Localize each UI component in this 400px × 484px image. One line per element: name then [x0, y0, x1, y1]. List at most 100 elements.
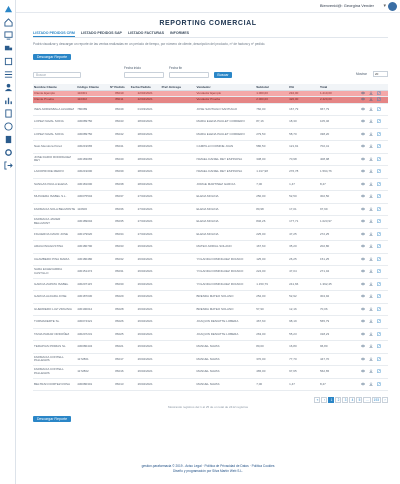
download-icon[interactable] [369, 282, 373, 286]
building-icon[interactable] [3, 134, 13, 144]
download-icon[interactable] [369, 357, 373, 361]
settings-icon[interactable] [3, 147, 13, 157]
search-button[interactable]: Buscar [214, 72, 232, 78]
page-button[interactable]: 2 [335, 397, 342, 403]
edit-icon[interactable] [377, 331, 381, 336]
table-row[interactable]: ARAGONIAGUSTINA 430180790 86033 26/02/2021 M… [33, 240, 388, 254]
table-row[interactable]: LADOPRODE MEDIVI 430219000 86039 28/02/2021… [33, 165, 388, 179]
download-icon[interactable] [369, 344, 373, 348]
download-icon[interactable] [369, 144, 373, 148]
view-icon[interactable] [361, 257, 365, 261]
download-icon[interactable] [369, 294, 373, 298]
edit-icon[interactable] [377, 181, 381, 186]
table-row[interactable]: GUERRERO LUZ VIRGINIA 430190012 86028 26/02… [33, 303, 388, 317]
edit-icon[interactable] [377, 356, 381, 361]
page-button[interactable]: 3 [342, 397, 349, 403]
column-header[interactable]: Subtotal [255, 84, 289, 91]
download-icon[interactable] [369, 232, 373, 236]
download-icon[interactable] [369, 332, 373, 336]
user-name[interactable]: Bienvenid@: Georgina Vender [319, 3, 374, 8]
column-header[interactable]: Total [319, 84, 352, 91]
view-icon[interactable] [361, 91, 365, 95]
search-input[interactable]: Buscar [33, 72, 81, 78]
download-icon[interactable] [369, 90, 373, 95]
edit-icon[interactable] [377, 319, 381, 323]
column-header[interactable]: Fecha Pedido [129, 84, 161, 91]
table-row[interactable]: FARMACIA CONTELL PALLEGRS 1172802 86016 26/… [33, 365, 388, 379]
clipboard-icon[interactable] [3, 108, 13, 118]
edit-icon[interactable] [377, 344, 381, 348]
page-button[interactable]: ‹ [321, 397, 328, 403]
column-header[interactable]: Nº Pedido [109, 84, 130, 91]
view-icon[interactable] [361, 307, 365, 311]
view-icon[interactable] [361, 269, 365, 273]
view-icon[interactable] [361, 244, 365, 248]
tab-listado-pedidos-sap[interactable]: LISTADO PEDIDOS SAP [80, 31, 122, 35]
logo-icon[interactable] [3, 4, 13, 14]
download-icon[interactable] [369, 182, 373, 186]
chevron-down-icon[interactable]: ▾ [383, 3, 386, 9]
edit-icon[interactable] [377, 369, 381, 373]
table-row[interactable]: JOSE DARIO RODRIGUEZ REY 430183065 86040 28… [33, 153, 388, 167]
edit-icon[interactable] [377, 156, 381, 161]
view-icon[interactable] [361, 169, 365, 173]
view-icon[interactable] [361, 357, 365, 361]
download-icon[interactable] [369, 157, 373, 161]
download-icon[interactable] [369, 119, 373, 123]
edit-icon[interactable] [377, 244, 381, 248]
table-row[interactable]: TANIA PARAR ORDOÑEZ 430207231 86025 26/02/2… [33, 328, 388, 342]
edit-icon[interactable] [377, 381, 381, 386]
truck-icon[interactable] [3, 43, 13, 53]
view-icon[interactable] [361, 382, 365, 386]
edit-icon[interactable] [377, 131, 381, 136]
page-button[interactable]: « [314, 397, 321, 403]
chart-icon[interactable] [3, 95, 13, 105]
view-icon[interactable] [361, 194, 365, 198]
view-icon[interactable] [361, 207, 365, 211]
view-icon[interactable] [361, 132, 365, 136]
monitor-icon[interactable] [3, 30, 13, 40]
table-row[interactable]: SARA ECHEVARRIA CASTILLO 430151474 86031 26… [33, 265, 388, 279]
tab-informes[interactable]: INFORMES [170, 31, 189, 35]
table-row[interactable]: TURMADERTE SL 430074321 86026 26/02/2021 JOA… [33, 315, 388, 329]
table-row[interactable]: TERAPIAS PRIMAS SL 430080434 86021 26/02/20… [33, 340, 388, 354]
edit-icon[interactable] [377, 119, 381, 123]
table-row[interactable]: GARCIA ALDARA JOSE 430187030 86029 26/02/20… [33, 290, 388, 304]
edit-icon[interactable] [377, 90, 381, 95]
download-icon[interactable] [369, 97, 373, 101]
view-icon[interactable] [361, 319, 365, 323]
tab-listado-pedidos-crm[interactable]: LISTADO PEDIDOS CRM [33, 31, 75, 37]
user-icon[interactable] [3, 82, 13, 92]
download-icon[interactable] [369, 269, 373, 273]
edit-icon[interactable] [377, 169, 381, 173]
table-row[interactable]: LOPEZ NAVAL SOFIA 430089750 86043 28/02/202… [33, 115, 388, 129]
table-row[interactable]: SANGAS PAULA ELENA 430181000 86038 28/02/20… [33, 178, 388, 192]
column-header[interactable]: Código Cliente [76, 84, 110, 91]
page-button[interactable]: 5 [356, 397, 363, 403]
view-icon[interactable] [361, 119, 365, 123]
edit-icon[interactable] [377, 281, 381, 286]
view-icon[interactable] [361, 282, 365, 286]
edit-icon[interactable] [377, 97, 381, 101]
view-icon[interactable] [361, 232, 365, 236]
edit-icon[interactable] [377, 206, 381, 211]
view-icon[interactable] [361, 219, 365, 223]
list-icon[interactable] [3, 69, 13, 79]
table-row[interactable]: GARCIA ZAPATA ISABEL 430207115 86030 26/02/… [33, 278, 388, 292]
table-row[interactable]: FARMACIA SOLA BELMONTE 110606 86036 27/02/2… [33, 203, 388, 217]
edit-icon[interactable] [377, 144, 381, 148]
page-button[interactable]: … [363, 397, 371, 403]
edit-icon[interactable] [377, 194, 381, 198]
download-icon[interactable] [369, 132, 373, 136]
download-icon[interactable] [369, 244, 373, 248]
view-icon[interactable] [361, 369, 365, 373]
edit-icon[interactable] [377, 231, 381, 236]
show-select[interactable]: 20 [373, 71, 388, 77]
table-row[interactable]: FARMACIA JAVIER BELLMUNT 430189004 86035 27… [33, 215, 388, 229]
table-row[interactable]: Nato Mendoza Pérez 430219665 86041 28/02/20… [33, 140, 388, 154]
table-row[interactable]: BELTRAN DORTEZ ROSA 430080301 86013 26/02/2… [33, 378, 388, 392]
table-row[interactable]: LOPEZ NAVAL SOFIA 430089750 86042 28/02/202… [33, 128, 388, 142]
box-icon[interactable] [3, 56, 13, 66]
table-row[interactable]: FIGUEROA DAVID JOSE 430179620 86034 27/02/2… [33, 228, 388, 242]
tab-listado-facturas[interactable]: LISTADO FACTURAS [127, 31, 165, 35]
